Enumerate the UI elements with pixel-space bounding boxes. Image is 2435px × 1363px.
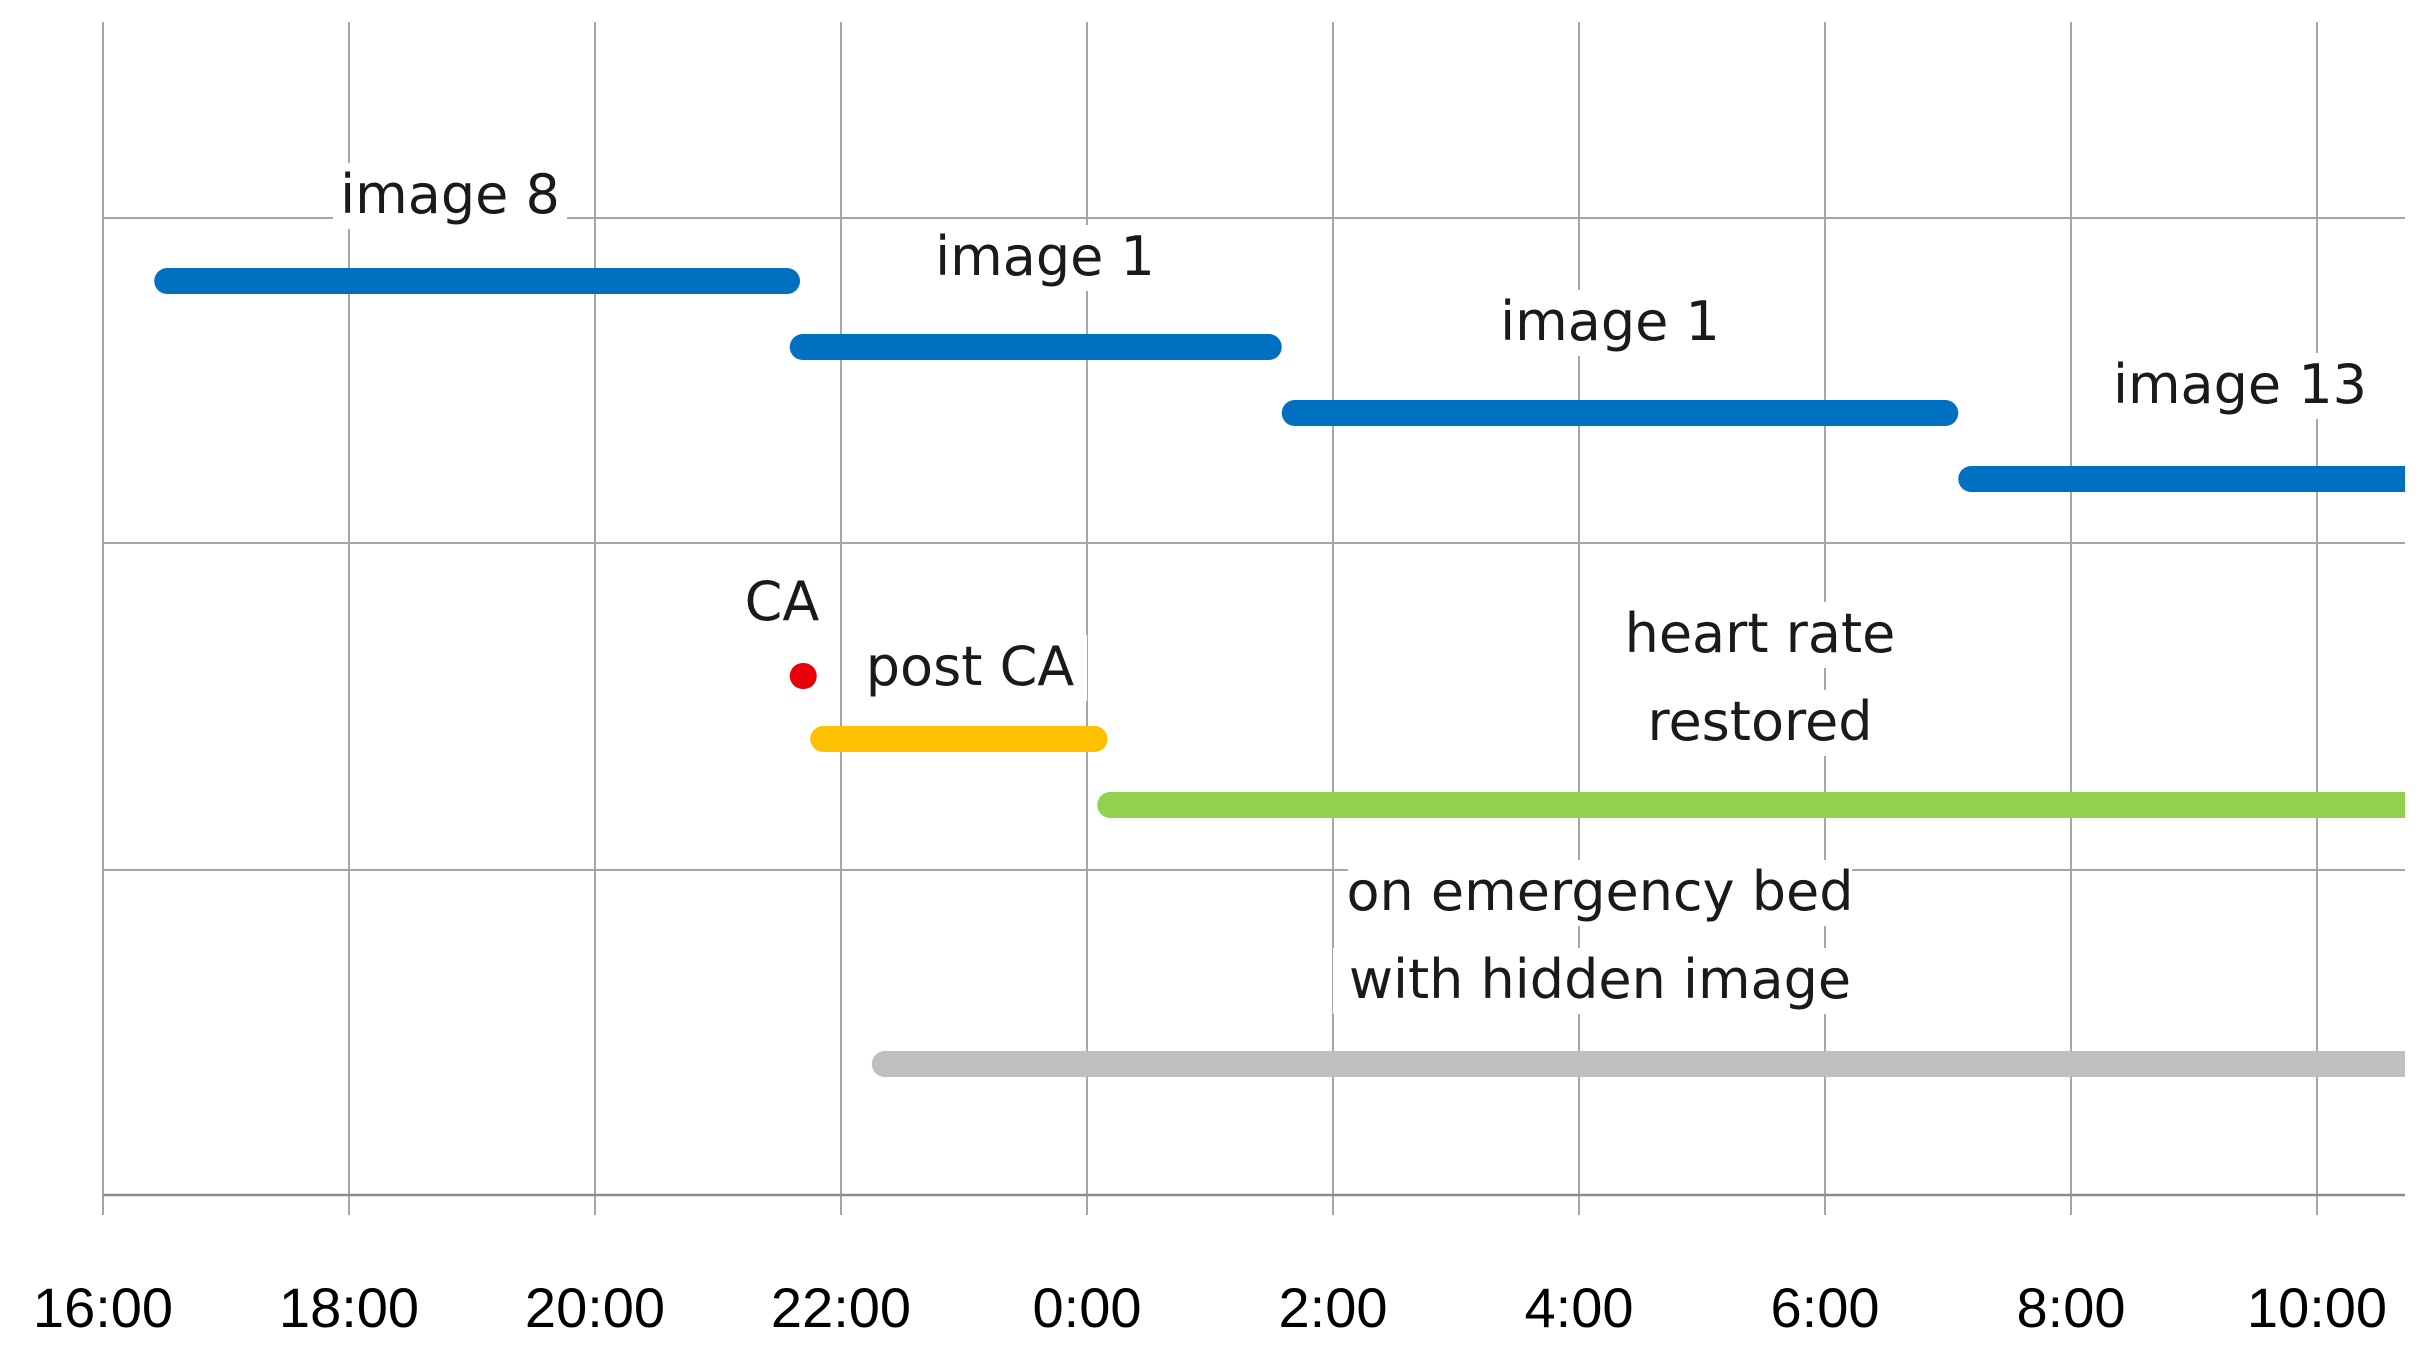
x-tick-label: 2:00 — [1279, 1276, 1388, 1339]
x-tick-label: 22:00 — [771, 1276, 911, 1339]
x-tick-label: 8:00 — [2017, 1276, 2126, 1339]
bar-label: on emergency bed — [1346, 860, 1853, 923]
x-tick-label: 20:00 — [525, 1276, 665, 1339]
bar-label-background — [2108, 353, 2372, 419]
bar-label: heart rate — [1625, 602, 1896, 665]
bar-label-background — [1598, 602, 1922, 668]
x-tick-label: 16:00 — [33, 1276, 173, 1339]
bar-label: post CA — [866, 635, 1074, 698]
bar-label: CA — [745, 570, 820, 633]
bar-label: image 13 — [2113, 353, 2367, 416]
bar-label: image 1 — [1500, 290, 1720, 353]
x-tick-labels: 16:00 18:00 20:00 22:00 0:00 2:00 4:00 6:00 8:00… — [33, 1276, 2387, 1339]
x-tick-label: 0:00 — [1033, 1276, 1142, 1339]
bar-label-background — [1333, 948, 1867, 1014]
bar-label: restored — [1647, 690, 1872, 753]
bar-label-background — [928, 225, 1162, 291]
bar-label-background — [853, 635, 1087, 701]
bars — [154, 268, 2435, 1090]
plot-edge-mask — [2405, 779, 2435, 831]
bar-label: image 1 — [935, 225, 1155, 288]
x-tick-label: 4:00 — [1525, 1276, 1634, 1339]
bar-label: image 8 — [340, 163, 560, 226]
x-tick-label: 18:00 — [279, 1276, 419, 1339]
x-tick-label: 10:00 — [2247, 1276, 2387, 1339]
plot-edge-mask — [2405, 1038, 2435, 1090]
bar-labels: image 8 image 1 image 1 image 13 CA post CA he… — [333, 163, 2372, 1014]
bar-label-background — [333, 163, 567, 229]
plot-edge-mask — [2405, 453, 2435, 505]
bar-label-background — [1493, 290, 1727, 356]
bar-label-background — [1348, 860, 1852, 926]
bar-label-background — [1628, 690, 1892, 756]
bar-label: with hidden image — [1349, 948, 1851, 1011]
x-tick-label: 6:00 — [1771, 1276, 1880, 1339]
